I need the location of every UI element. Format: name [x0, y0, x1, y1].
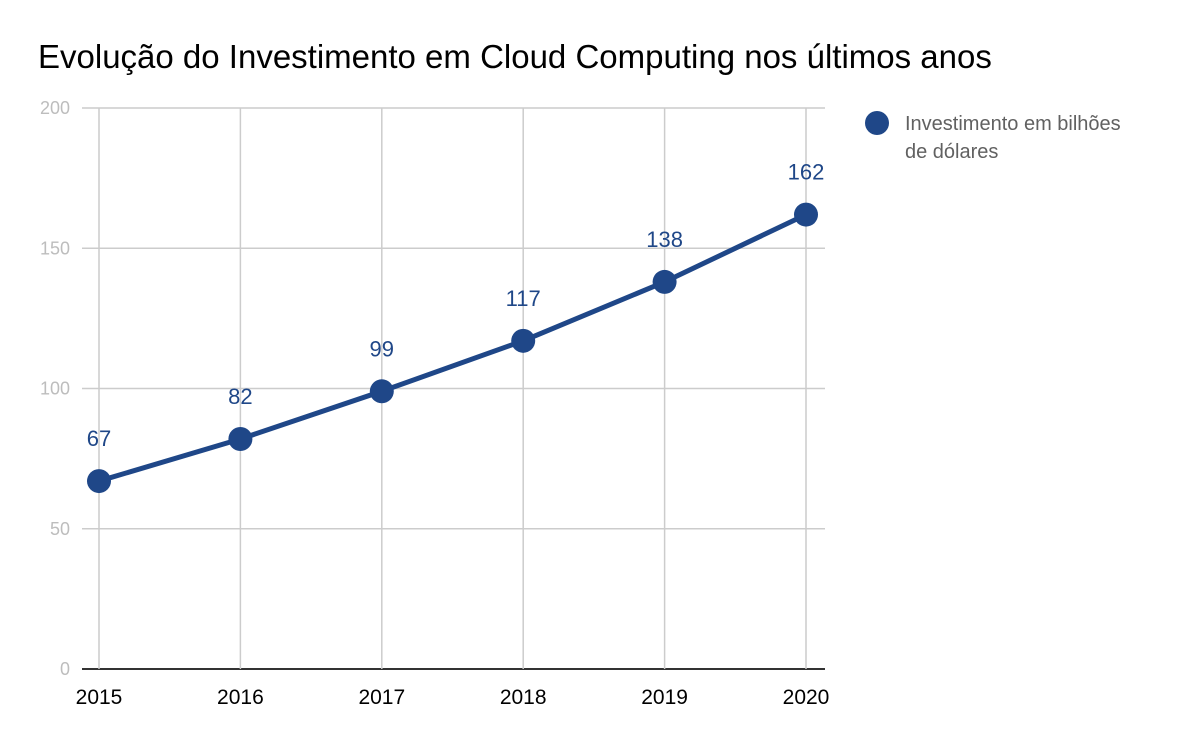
data-label: 99	[370, 336, 394, 361]
data-label: 162	[788, 160, 825, 185]
data-point	[87, 469, 111, 494]
y-tick-label: 150	[40, 238, 70, 258]
x-tick-label: 2016	[217, 686, 264, 709]
legend-label-line-2: de dólares	[905, 141, 998, 163]
x-tick-label: 2020	[783, 686, 830, 709]
x-axis-ticks: 2015 2016 2017 2018 2019 2020	[76, 686, 830, 709]
data-label: 82	[228, 384, 252, 409]
legend-label: Investimento em bilhões de dólares	[905, 113, 1126, 163]
data-point	[511, 328, 536, 353]
legend-label-line-1: Investimento em bilhões	[905, 113, 1121, 135]
data-point	[794, 202, 818, 227]
y-tick-label: 100	[40, 379, 70, 399]
series-investimento	[87, 202, 818, 494]
data-point	[369, 379, 394, 404]
grid	[82, 107, 825, 670]
chart-title: Evolução do Investimento em Cloud Comput…	[38, 38, 992, 75]
x-tick-label: 2017	[358, 686, 405, 709]
data-labels: 67 82 99 117 138 162	[87, 160, 825, 451]
x-tick-label: 2019	[641, 686, 688, 709]
data-label: 138	[646, 227, 683, 252]
y-tick-label: 0	[60, 659, 70, 679]
legend-marker	[865, 111, 889, 135]
data-point	[228, 426, 253, 451]
data-point	[652, 269, 677, 294]
data-label: 117	[506, 286, 541, 311]
series-line	[96, 212, 809, 484]
y-axis-ticks: 0 50 100 150 200	[40, 98, 70, 679]
y-tick-label: 50	[50, 519, 70, 539]
legend: Investimento em bilhões de dólares	[865, 111, 1126, 163]
y-tick-label: 200	[40, 98, 70, 118]
x-tick-label: 2015	[76, 686, 123, 709]
data-label: 67	[87, 426, 111, 451]
x-tick-label: 2018	[500, 686, 547, 709]
